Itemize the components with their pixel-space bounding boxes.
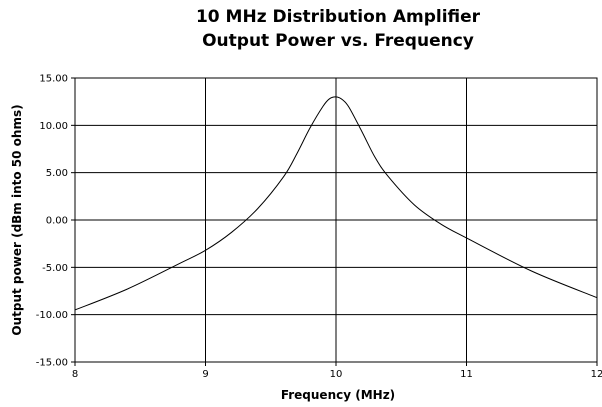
x-axis-ticks: 8 9 10 11 12 (72, 362, 602, 380)
x-tick-label: 9 (202, 369, 208, 380)
y-axis-title: Output power (dBm into 50 ohms) (10, 104, 24, 335)
y-tick-label: 0.00 (46, 216, 68, 227)
y-tick-label: 15.00 (39, 74, 68, 85)
chart-title-line-1: 10 MHz Distribution Amplifier (196, 7, 481, 27)
x-tick-label: 12 (591, 369, 602, 380)
x-tick-label: 8 (72, 369, 78, 380)
x-tick-label: 10 (330, 369, 343, 380)
x-axis-title: Frequency (MHz) (281, 388, 395, 402)
y-tick-label: 10.00 (39, 121, 68, 132)
series-layer (74, 96, 598, 311)
y-tick-label: -5.00 (42, 263, 68, 274)
y-tick-label: -15.00 (36, 358, 68, 369)
y-tick-label: -10.00 (36, 310, 68, 321)
grid (74, 77, 598, 363)
series-line (74, 96, 598, 311)
chart-title-line-2: Output Power vs. Frequency (202, 31, 474, 51)
y-axis-ticks: -15.00 -10.00 -5.00 0.00 5.00 10.00 15.00 (36, 74, 75, 369)
y-tick-label: 5.00 (46, 168, 68, 179)
x-tick-label: 11 (460, 369, 473, 380)
